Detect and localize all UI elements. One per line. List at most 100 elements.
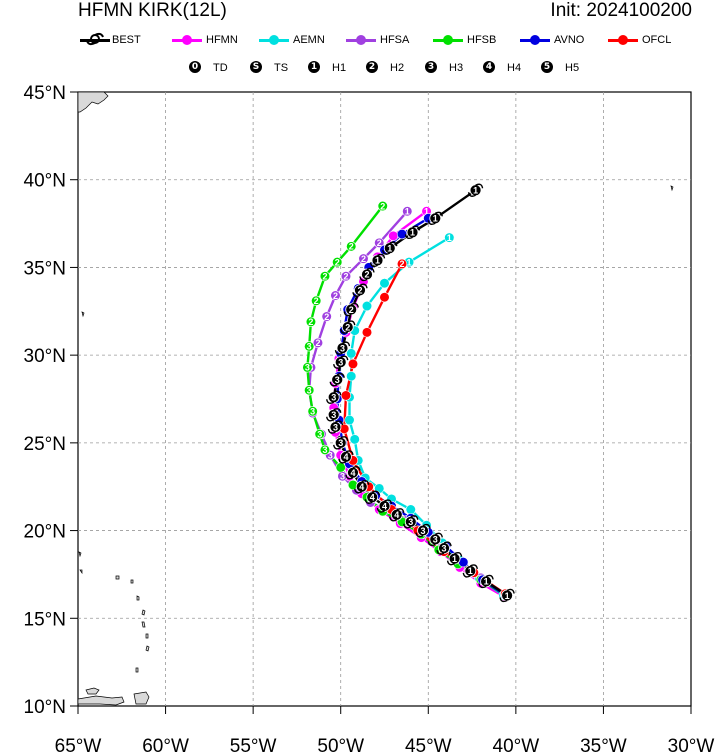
intensity-label: 3: [433, 535, 438, 545]
track-point-best: 1: [499, 588, 515, 603]
track-point-best: 3: [436, 541, 452, 555]
track-point-best: 3: [427, 532, 443, 547]
track-point-hfsb: 3: [304, 341, 315, 352]
intensity-label: 2: [345, 322, 350, 332]
track-point-best: 4: [345, 465, 361, 480]
track-point-best: 3: [327, 420, 344, 434]
legend-marker: [356, 35, 366, 45]
intensity-label: 4: [382, 501, 387, 511]
intensity-label: 2: [364, 270, 369, 280]
track-point-hfsa: 2: [330, 290, 341, 301]
track-point-hfsa: 2: [340, 271, 352, 282]
intensity-label: 2: [315, 338, 320, 348]
category-label: H4: [507, 62, 522, 74]
intensity-label: 1: [375, 256, 380, 266]
track-point-hfsb: 2: [319, 271, 331, 282]
lon-tick-label: 30°W: [668, 736, 715, 755]
intensity-label: 3: [310, 407, 315, 417]
intensity-label: 2: [357, 286, 362, 296]
intensity-label: 3: [421, 526, 426, 536]
category-td-icon: 0: [189, 61, 201, 73]
category-h2-icon: 2: [366, 61, 378, 73]
category-h1-icon: 1: [308, 61, 320, 73]
legend-label: HFSB: [467, 34, 497, 46]
category-label: TD: [213, 62, 228, 74]
track-point-hfmn: [388, 230, 399, 241]
intensity-label: 2: [380, 201, 385, 211]
intensity-label: 1: [410, 228, 415, 238]
intensity-label: 1: [405, 207, 410, 217]
lat-tick-label: 30°N: [24, 346, 66, 367]
track-point-best: 1: [462, 564, 479, 578]
legend-label: BEST: [112, 34, 141, 46]
track-point-best: 4: [376, 499, 393, 513]
intensity-label: 3: [331, 393, 336, 403]
intensity-label: 2: [324, 312, 329, 322]
intensity-label: 2: [361, 254, 366, 264]
track-point-best: 3: [326, 390, 342, 404]
category-h5-icon: 5: [541, 61, 553, 73]
track-point-aemn: [405, 504, 416, 515]
track-point-aemn: [361, 300, 373, 312]
lon-tick-label: 55°W: [230, 736, 277, 755]
track-point-best: 3: [333, 436, 349, 450]
map-frame: [77, 91, 692, 707]
track-point-best: 1: [382, 241, 398, 255]
lat-tick-label: 45°N: [24, 83, 66, 104]
intensity-label: 2: [343, 272, 348, 282]
anguilla-land: [133, 691, 150, 705]
track-point-hfsb: 2: [346, 241, 357, 252]
track-point-aemn: [344, 414, 355, 426]
track-point-ofcl: 2: [396, 258, 408, 269]
lat-tick-label: 40°N: [24, 171, 66, 192]
intensity-label: 3: [307, 386, 312, 396]
track-point-hfsb: 3: [302, 362, 313, 373]
intensity-label: 4: [370, 493, 375, 503]
init-time: Init: 2024100200: [550, 0, 692, 21]
intensity-label: 1: [407, 257, 412, 267]
category-ts-icon: S: [250, 61, 262, 73]
lat-tick-label: 15°N: [24, 609, 66, 630]
track-point-hfsb: 3: [307, 406, 318, 417]
intensity-label: 3: [338, 438, 343, 448]
legend-marker: [443, 35, 453, 45]
intensity-label: 2: [349, 242, 354, 252]
intensity-label: 1: [473, 186, 478, 196]
intensity-label: 4: [359, 482, 364, 492]
land-masses: [77, 91, 674, 706]
track-point-ofcl: [361, 327, 373, 338]
track-point-hfsa: 2: [312, 337, 324, 348]
track-point-hfsa: 1: [402, 206, 413, 217]
antilles-land: [78, 185, 674, 673]
lon-tick-label: 35°W: [580, 736, 627, 755]
category-label: H5: [565, 62, 580, 74]
intensity-label: 1: [484, 577, 489, 587]
legend-marker: [182, 35, 192, 45]
track-point-best: 3: [333, 355, 349, 369]
lat-tick-label: 25°N: [24, 434, 66, 455]
intensity-label: 4: [343, 452, 348, 462]
storm-title: HFMN KIRK(12L): [78, 0, 227, 21]
intensity-label: 1: [452, 554, 457, 564]
track-markers: 1113333332222221333333222222211113333444…: [302, 183, 515, 603]
intensity-label: 3: [307, 342, 312, 352]
intensity-label: 2: [314, 296, 319, 306]
lon-tick-label: 50°W: [317, 736, 364, 755]
legend-label: HFMN: [206, 34, 238, 46]
intensity-label: 3: [317, 429, 322, 439]
track-point-best: 4: [338, 450, 354, 464]
lon-tick-label: 40°W: [493, 736, 540, 755]
track-point-best: 3: [415, 523, 431, 538]
legend-label: OFCL: [642, 34, 672, 46]
track-point-aemn: 1: [444, 232, 455, 243]
intensity-label: 3: [408, 517, 413, 527]
intensity-label: 4: [350, 468, 355, 478]
track-point-hfsb: 2: [332, 257, 343, 267]
intensity-label: 3: [338, 357, 343, 367]
category-label: H1: [332, 62, 347, 74]
intensity-label: 1: [433, 214, 438, 224]
track-point-hfsa: 2: [321, 311, 332, 322]
intensity-label: 1: [387, 243, 392, 253]
track-point-best: 1: [369, 253, 386, 268]
track-point-hfsa: 2: [374, 237, 385, 248]
